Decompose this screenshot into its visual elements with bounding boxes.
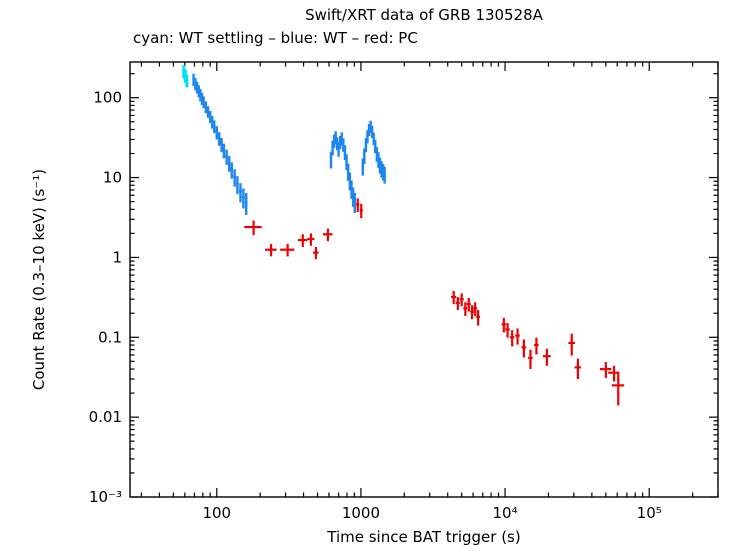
- data-point: [244, 193, 248, 215]
- data-point: [370, 125, 374, 138]
- data-point: [280, 244, 295, 257]
- data-point: [343, 145, 347, 160]
- data-point: [509, 330, 515, 347]
- y-tick-label: 100: [93, 89, 122, 107]
- data-point: [329, 151, 333, 169]
- data-point: [208, 111, 212, 124]
- data-point: [244, 220, 262, 236]
- data-point: [215, 126, 219, 140]
- data-point: [473, 302, 478, 316]
- x-tick-label: 100: [202, 504, 231, 522]
- data-point: [534, 337, 539, 355]
- data-point: [611, 372, 625, 406]
- data-point: [307, 233, 315, 246]
- data-point: [383, 166, 386, 184]
- chart-legend-text: cyan: WT settling – blue: WT – red: PC: [133, 29, 418, 47]
- data-point: [363, 148, 366, 164]
- data-point: [521, 339, 527, 358]
- data-point: [451, 290, 457, 305]
- data-point: [361, 158, 364, 176]
- data-point: [345, 154, 348, 171]
- data-point: [322, 228, 333, 242]
- data-point: [342, 138, 345, 152]
- data-point: [220, 138, 223, 153]
- data-point: [264, 244, 277, 257]
- data-point: [542, 348, 551, 366]
- y-tick-label: 0.1: [98, 328, 122, 346]
- data-point: [364, 138, 368, 153]
- data-point: [528, 349, 533, 370]
- series-wt-settling: [182, 65, 189, 88]
- data-point: [185, 74, 189, 88]
- data-point: [227, 156, 231, 172]
- x-tick-label: 10⁴: [493, 504, 518, 522]
- data-point: [372, 132, 375, 146]
- x-axis-title: Time since BAT trigger (s): [327, 528, 521, 546]
- data-point: [574, 358, 581, 380]
- data-point: [505, 322, 510, 338]
- x-tick-labels: 100 1000 10⁴ 10⁵: [202, 504, 661, 522]
- data-point: [211, 116, 214, 129]
- plot-frame: [129, 61, 719, 498]
- y-tick-label: 10: [103, 169, 122, 187]
- data-point: [204, 101, 208, 114]
- data-point: [568, 333, 575, 356]
- x-tick-label: 10⁵: [637, 504, 662, 522]
- data-point: [459, 293, 464, 307]
- data-point: [202, 96, 205, 109]
- y-tick-label: 1: [112, 248, 122, 266]
- data-point: [470, 305, 474, 320]
- series-pc: [244, 198, 625, 406]
- data-point: [599, 362, 612, 378]
- data-point: [222, 143, 226, 159]
- data-point: [241, 188, 245, 209]
- data-point: [206, 106, 210, 118]
- data-point: [230, 162, 233, 179]
- data-point: [233, 169, 237, 187]
- data-point: [218, 132, 221, 146]
- chart-title: Swift/XRT data of GRB 130528A: [305, 6, 543, 24]
- data-point: [347, 163, 350, 181]
- y-tick-labels: 10⁻³ 0.01 0.1 1 10 100: [89, 89, 122, 506]
- data-point: [463, 302, 468, 316]
- y-axis-ticks: [130, 73, 718, 498]
- x-axis-ticks: [140, 62, 719, 497]
- data-point: [312, 247, 319, 260]
- data-point: [213, 120, 216, 134]
- series-wt: [192, 73, 386, 215]
- y-tick-label: 10⁻³: [89, 488, 122, 506]
- y-axis-title: Count Rate (0.3–10 keV) (s⁻¹): [30, 168, 48, 391]
- data-point: [353, 193, 356, 214]
- x-tick-label: 1000: [342, 504, 380, 522]
- data-point: [236, 176, 239, 195]
- data-point: [476, 309, 481, 326]
- y-tick-label: 0.01: [89, 408, 122, 426]
- data-point: [225, 149, 228, 165]
- data-point: [374, 139, 377, 154]
- data-point: [297, 234, 308, 248]
- data-point: [455, 296, 460, 310]
- data-point: [359, 203, 363, 219]
- data-point: [356, 198, 360, 213]
- data-point: [238, 183, 242, 203]
- data-point: [466, 298, 471, 312]
- data-point: [501, 317, 507, 333]
- data-point: [515, 328, 520, 345]
